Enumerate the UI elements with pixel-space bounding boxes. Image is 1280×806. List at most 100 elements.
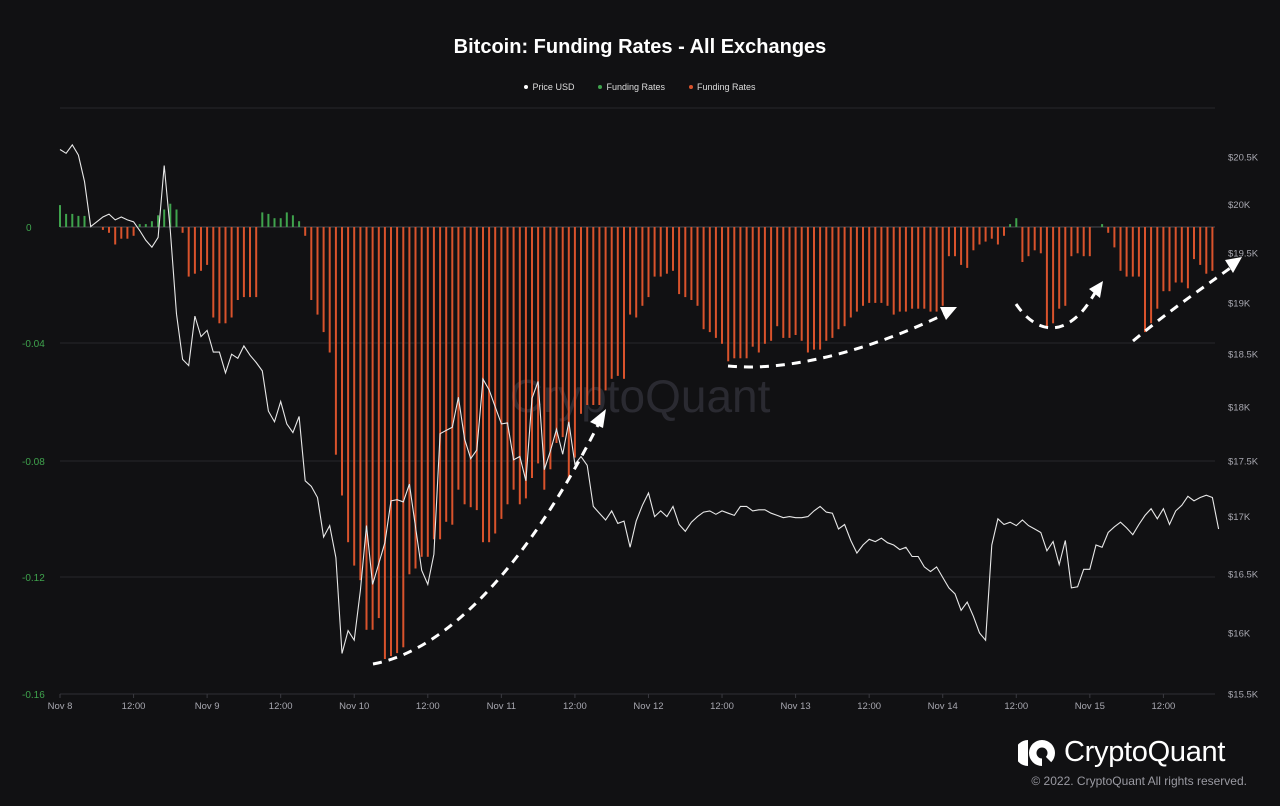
funding-rate-bar[interactable]	[77, 215, 80, 227]
funding-rate-bar[interactable]	[249, 227, 251, 298]
funding-rate-bar[interactable]	[567, 227, 570, 478]
funding-rate-bar[interactable]	[163, 209, 166, 228]
funding-rate-bar[interactable]	[843, 227, 846, 327]
funding-rate-bar[interactable]	[1107, 227, 1110, 233]
funding-rate-bar[interactable]	[432, 227, 435, 540]
funding-rate-bar[interactable]	[1180, 227, 1183, 283]
funding-rate-bar[interactable]	[347, 227, 350, 543]
funding-rate-bar[interactable]	[494, 227, 497, 534]
funding-rate-bar[interactable]	[886, 227, 889, 306]
funding-rate-bar[interactable]	[138, 224, 141, 227]
funding-rate-bar[interactable]	[898, 227, 901, 312]
funding-rate-bar[interactable]	[187, 227, 190, 277]
funding-rate-bar[interactable]	[1156, 227, 1159, 309]
funding-rate-bar[interactable]	[1174, 227, 1177, 283]
funding-rate-bar[interactable]	[954, 227, 956, 257]
funding-rate-bar[interactable]	[745, 227, 748, 359]
funding-rate-bar[interactable]	[665, 227, 668, 274]
funding-rate-bar[interactable]	[390, 227, 392, 657]
funding-rate-bar[interactable]	[904, 227, 907, 312]
funding-rate-bar[interactable]	[200, 227, 202, 271]
funding-rate-bar[interactable]	[175, 209, 178, 228]
funding-rate-bar[interactable]	[580, 227, 582, 414]
funding-rate-bar[interactable]	[310, 227, 313, 300]
funding-rate-bar[interactable]	[279, 218, 282, 227]
funding-rate-bar[interactable]	[874, 227, 877, 303]
funding-rate-bar[interactable]	[825, 227, 828, 341]
funding-rate-bar[interactable]	[1205, 227, 1208, 274]
funding-rate-bar[interactable]	[531, 227, 533, 478]
funding-rate-bar[interactable]	[181, 227, 184, 233]
funding-rate-bar[interactable]	[518, 227, 521, 505]
funding-rate-bar[interactable]	[304, 227, 307, 236]
funding-rate-bar[interactable]	[996, 227, 999, 245]
funding-rate-bar[interactable]	[377, 227, 380, 619]
funding-rate-bar[interactable]	[236, 227, 239, 300]
funding-rate-bar[interactable]	[108, 227, 110, 233]
funding-rate-bar[interactable]	[488, 227, 491, 543]
funding-rate-bar[interactable]	[573, 227, 576, 458]
funding-rate-bar[interactable]	[990, 227, 993, 239]
funding-rate-bar[interactable]	[629, 227, 632, 315]
funding-rate-bar[interactable]	[126, 227, 129, 239]
funding-rate-bar[interactable]	[586, 227, 589, 405]
funding-rate-bar[interactable]	[880, 227, 883, 303]
funding-rate-bar[interactable]	[524, 227, 527, 499]
funding-rate-bar[interactable]	[739, 227, 742, 359]
funding-rate-bar[interactable]	[120, 227, 123, 239]
funding-rate-bar[interactable]	[132, 227, 135, 236]
funding-rate-bar[interactable]	[383, 227, 386, 659]
funding-rate-bar[interactable]	[65, 213, 68, 227]
funding-rate-bar[interactable]	[71, 213, 74, 227]
funding-rate-bar[interactable]	[543, 227, 546, 490]
funding-rate-bar[interactable]	[451, 227, 454, 525]
funding-rate-bar[interactable]	[359, 227, 362, 581]
funding-rate-bar[interactable]	[702, 227, 705, 330]
funding-rate-bar[interactable]	[144, 224, 147, 227]
funding-rate-bar[interactable]	[157, 215, 160, 227]
funding-rate-bar[interactable]	[1021, 227, 1024, 262]
funding-rate-bar[interactable]	[1144, 227, 1146, 333]
funding-rate-bar[interactable]	[242, 227, 245, 298]
funding-rate-bar[interactable]	[721, 227, 723, 344]
funding-rate-bar[interactable]	[114, 227, 117, 245]
funding-rate-bar[interactable]	[341, 227, 343, 496]
funding-rate-bar[interactable]	[604, 227, 607, 391]
funding-rate-bar[interactable]	[1039, 227, 1042, 254]
funding-rate-bar[interactable]	[267, 213, 270, 227]
funding-rate-bar[interactable]	[396, 227, 399, 654]
legend-item-funding-positive[interactable]: Funding Rates	[598, 82, 665, 92]
funding-rate-bar[interactable]	[911, 227, 914, 309]
funding-rate-bar[interactable]	[1186, 227, 1189, 289]
funding-rate-bar[interactable]	[212, 227, 215, 318]
funding-rate-bar[interactable]	[984, 227, 987, 242]
funding-rate-bar[interactable]	[322, 227, 325, 333]
funding-rate-bar[interactable]	[794, 227, 797, 335]
funding-rate-bar[interactable]	[770, 227, 773, 341]
funding-rate-bar[interactable]	[193, 227, 196, 274]
funding-rate-bar[interactable]	[708, 227, 711, 333]
funding-rate-bar[interactable]	[610, 227, 613, 379]
funding-rate-bar[interactable]	[255, 227, 258, 298]
funding-rate-bar[interactable]	[426, 227, 429, 557]
funding-rate-bar[interactable]	[960, 227, 963, 265]
funding-rate-bar[interactable]	[1162, 227, 1165, 292]
funding-rate-bar[interactable]	[598, 227, 601, 405]
funding-rate-bar[interactable]	[696, 227, 699, 306]
funding-rate-bar[interactable]	[439, 227, 442, 540]
funding-rate-bar[interactable]	[855, 227, 858, 312]
funding-rate-bar[interactable]	[1125, 227, 1128, 277]
funding-rate-bar[interactable]	[206, 227, 209, 265]
funding-rate-bar[interactable]	[218, 227, 221, 324]
funding-rate-bar[interactable]	[1045, 227, 1048, 327]
funding-rate-bar[interactable]	[1052, 227, 1055, 324]
funding-rate-bar[interactable]	[757, 227, 760, 353]
funding-rate-bar[interactable]	[512, 227, 515, 490]
funding-rate-bar[interactable]	[1070, 227, 1073, 257]
funding-rate-bar[interactable]	[751, 227, 754, 347]
funding-rate-bar[interactable]	[316, 227, 319, 315]
funding-rate-bar[interactable]	[672, 227, 674, 271]
funding-rate-bar[interactable]	[1088, 227, 1091, 257]
funding-rate-bar[interactable]	[788, 227, 791, 338]
funding-rate-bar[interactable]	[690, 227, 693, 300]
